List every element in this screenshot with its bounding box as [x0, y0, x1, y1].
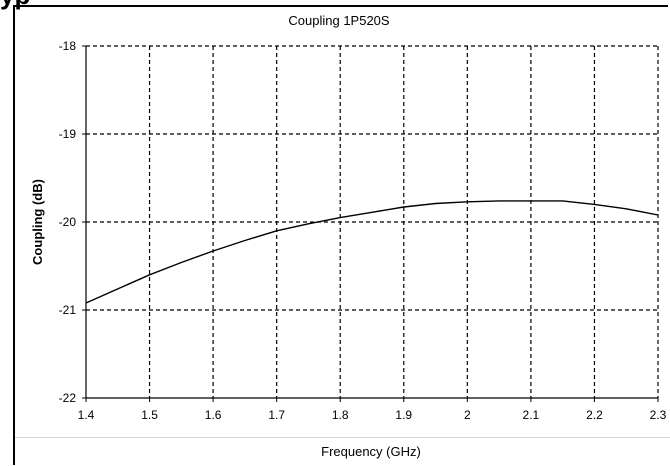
y-tick-label: -21: [59, 303, 77, 317]
y-tick-label: -18: [59, 39, 77, 53]
x-tick-label: 1.9: [395, 408, 412, 422]
x-tick-label: 2.2: [586, 408, 603, 422]
bottom-rule: [15, 437, 670, 438]
x-tick-label: 2.3: [650, 408, 667, 422]
grid-layer: [86, 45, 659, 398]
y-tick-label: -20: [59, 215, 77, 229]
x-tick-label: 1.6: [205, 408, 222, 422]
x-tick-label: 1.5: [141, 408, 158, 422]
chart-title: Coupling 1P520S: [288, 13, 390, 28]
tick-label-layer: 1.4 1.5 1.6 1.7 1.8 1.9 2 2.1 2.2 2.3 -18 -19 -20 -21…: [59, 39, 667, 422]
x-tick-label: 1.4: [78, 408, 95, 422]
x-tick-label: 1.7: [268, 408, 285, 422]
series-line-coupling: [85, 200, 659, 304]
y-tick-label: -19: [59, 127, 77, 141]
y-axis-label: Coupling (dB): [30, 179, 45, 265]
x-axis-label: Frequency (GHz): [321, 444, 421, 459]
y-tick-label: -22: [59, 391, 77, 405]
x-tick-label: 2: [464, 408, 471, 422]
x-tick-label: 1.8: [332, 408, 349, 422]
x-tick-label: 2.1: [523, 408, 540, 422]
header-fragment: yp: [0, 0, 30, 11]
axis-layer: [82, 45, 659, 402]
chart-frame: [13, 5, 668, 465]
